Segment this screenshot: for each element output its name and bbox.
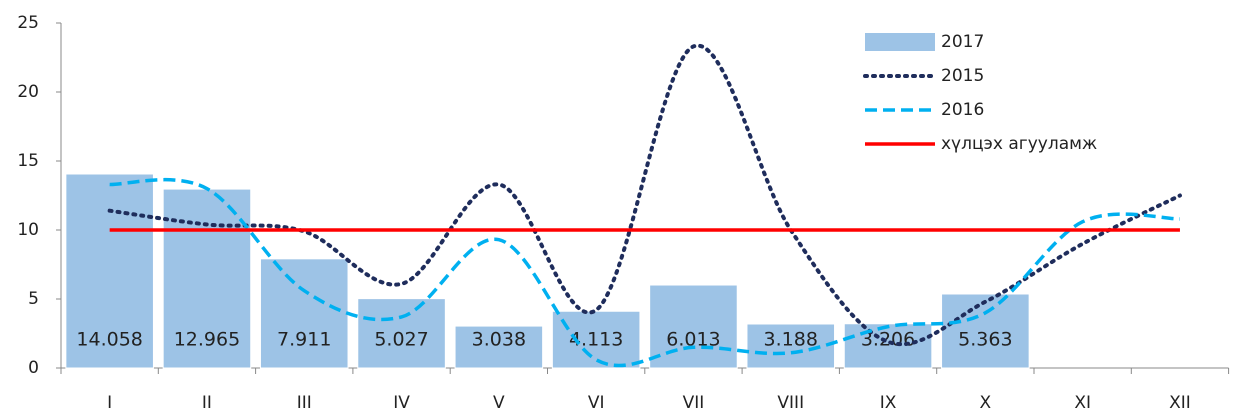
legend-label: 2017 (941, 32, 984, 52)
legend-label: 2016 (941, 100, 984, 120)
y-tick-label: 10 (17, 220, 39, 240)
value-label: 6.013 (666, 329, 720, 351)
y-tick-label: 5 (28, 289, 39, 309)
bar (65, 173, 154, 369)
legend-label: хүлцэх агууламж (941, 134, 1097, 154)
value-label: 5.363 (958, 329, 1012, 351)
x-tick-label: XII (1169, 393, 1191, 413)
x-tick-label: VIII (777, 393, 804, 413)
x-tick-label: IX (880, 393, 897, 413)
y-tick-label: 0 (28, 358, 39, 378)
value-label: 3.188 (764, 329, 818, 351)
legend-label: 2015 (941, 66, 984, 86)
value-label: 5.027 (374, 329, 428, 351)
value-label: 14.058 (76, 329, 142, 351)
line (109, 177, 1180, 368)
x-tick-label: VI (588, 393, 605, 413)
bar (454, 325, 544, 369)
bar (551, 310, 641, 369)
y-tick-label: 20 (17, 82, 39, 102)
x-tick-label: II (202, 393, 212, 413)
x-tick-label: IV (393, 393, 410, 413)
y-tick-label: 25 (17, 13, 39, 33)
x-tick-label: I (107, 393, 112, 413)
value-label: 7.911 (277, 329, 331, 351)
value-label: 4.113 (569, 329, 623, 351)
bar (941, 293, 1030, 369)
x-tick-label: VII (683, 393, 705, 413)
value-label: 3.038 (472, 329, 526, 351)
y-tick-label: 15 (17, 151, 39, 171)
x-tick-label: V (493, 393, 505, 413)
x-tick-label: XI (1074, 393, 1091, 413)
line (107, 43, 1182, 346)
bar (843, 323, 933, 369)
value-label: 12.965 (174, 329, 240, 351)
bar (649, 284, 738, 369)
x-tick-label: X (980, 393, 992, 413)
bar (162, 188, 252, 369)
x-tick-label: III (297, 393, 312, 413)
bar (259, 258, 349, 369)
bar (357, 298, 446, 369)
legend-swatch (865, 33, 935, 51)
